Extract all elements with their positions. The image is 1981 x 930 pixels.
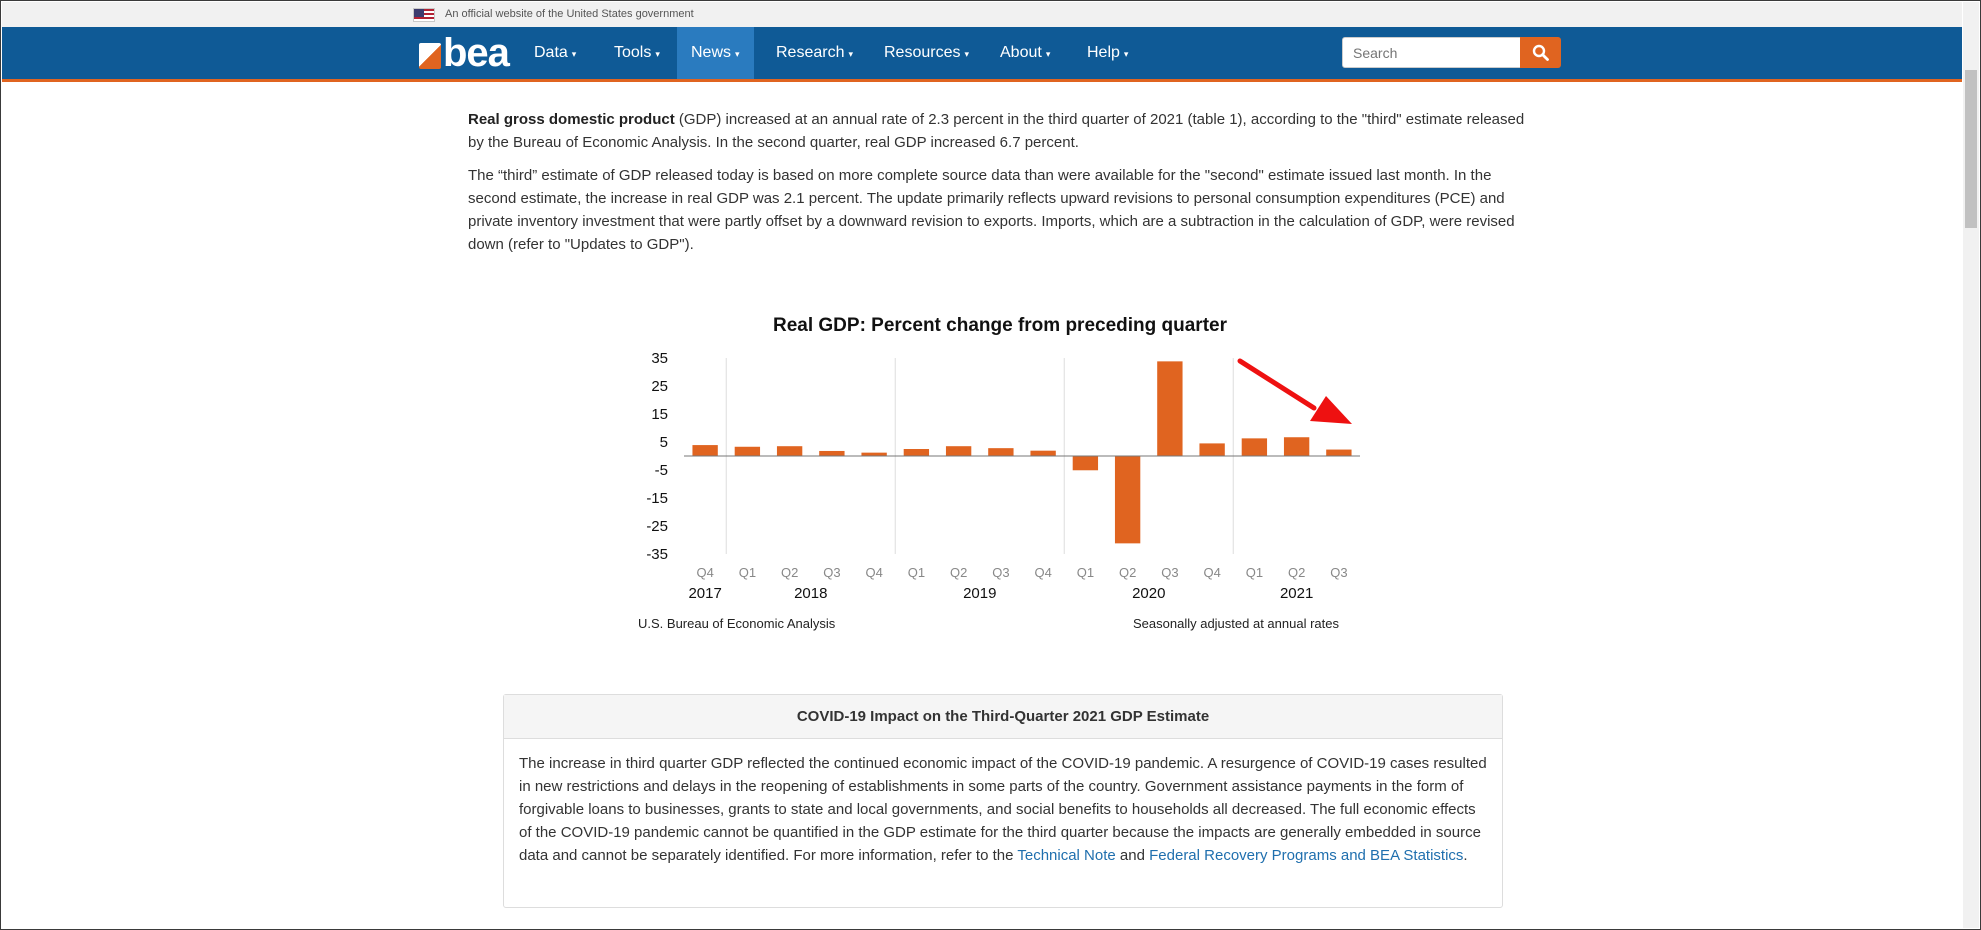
y-tick-label: -35	[646, 546, 668, 563]
technical-note-link[interactable]: Technical Note	[1017, 847, 1116, 864]
gdp-bar	[1326, 449, 1352, 456]
x-tick-label: Q2	[1288, 565, 1305, 580]
gdp-bar	[1283, 437, 1310, 456]
x-tick-label: Q1	[739, 565, 756, 580]
x-tick-label: Q4	[1034, 565, 1051, 580]
chevron-down-icon: ▾	[964, 49, 970, 59]
bea-logo-text: bea	[443, 31, 510, 75]
nav-item-tools[interactable]: Tools ▾	[600, 27, 674, 79]
year-label: 2017	[688, 585, 721, 602]
covid-panel-title: COVID-19 Impact on the Third-Quarter 202…	[504, 695, 1502, 739]
gdp-bar	[988, 448, 1014, 456]
gdp-bar	[734, 446, 761, 456]
chevron-down-icon: ▾	[655, 49, 660, 59]
gdp-bar	[861, 452, 887, 456]
scrollbar-thumb[interactable]	[1965, 70, 1977, 228]
gdp-bar	[1157, 361, 1183, 456]
gdp-bar	[692, 445, 718, 456]
x-tick-label: Q3	[992, 565, 1009, 580]
gdp-bar	[1030, 450, 1056, 456]
search-icon	[1532, 44, 1549, 61]
covid-body-end: .	[1463, 847, 1468, 864]
covid-impact-panel: COVID-19 Impact on the Third-Quarter 202…	[503, 694, 1503, 908]
y-tick-label: 25	[651, 378, 668, 395]
x-tick-label: Q3	[823, 565, 840, 580]
year-label: 2018	[794, 585, 827, 602]
y-tick-label: -25	[646, 518, 668, 535]
x-tick-label: Q1	[908, 565, 925, 580]
x-tick-label: Q4	[1203, 565, 1220, 580]
chevron-down-icon: ▾	[571, 49, 577, 59]
nav-item-label: About	[1000, 44, 1042, 61]
nav-item-news[interactable]: News ▾	[677, 27, 754, 79]
gdp-bar	[1114, 456, 1141, 544]
paragraph-1-text: (GDP) increased at an annual rate of 2.3…	[468, 111, 1525, 151]
nav-item-label: Tools	[614, 44, 652, 61]
x-tick-label: Q4	[865, 565, 882, 580]
x-tick-label: Q1	[1246, 565, 1263, 580]
chart-title: Real GDP: Percent change from preceding …	[772, 315, 1227, 336]
gdp-bar	[903, 449, 930, 456]
gdp-bar	[1241, 438, 1268, 456]
nav-item-resources[interactable]: Resources ▾	[870, 27, 983, 79]
gdp-bar	[819, 450, 845, 456]
nav-item-label: Help	[1087, 44, 1120, 61]
y-tick-label: 5	[660, 434, 668, 451]
article-paragraph-2: The “third” estimate of GDP released tod…	[468, 167, 1515, 253]
search-input[interactable]	[1342, 37, 1522, 68]
bea-logo[interactable]: bea	[417, 31, 519, 75]
search-button[interactable]	[1520, 37, 1561, 68]
annotation-arrow-head-icon	[1310, 396, 1352, 424]
gdp-bar	[945, 446, 972, 456]
nav-item-label: Resources	[884, 44, 961, 61]
y-tick-label: -5	[655, 462, 668, 479]
chart-source: U.S. Bureau of Economic Analysis	[638, 616, 836, 631]
article-paragraph-1: Real gross domestic product (GDP) increa…	[468, 108, 1534, 154]
year-label: 2020	[1132, 585, 1165, 602]
year-label: 2021	[1280, 585, 1313, 602]
x-tick-label: Q1	[1077, 565, 1094, 580]
bea-logo-mark-icon	[419, 43, 441, 69]
nav-item-label: News	[691, 44, 732, 61]
chevron-down-icon: ▾	[848, 49, 854, 59]
nav-item-label: Data	[534, 44, 568, 61]
gdp-bar	[1199, 443, 1225, 456]
year-label: 2019	[963, 585, 996, 602]
y-tick-label: 35	[651, 350, 668, 367]
covid-body-text: The increase in third quarter GDP reflec…	[519, 755, 1487, 864]
gdp-bar-chart: 35 25 15 5 -5 -15 -25 -35 Q4 Q1 Q2 Q3 Q4 Q1 Q2 Q3 Q4 Q1 Q2…	[646, 350, 1360, 602]
y-tick-label: -15	[646, 490, 668, 507]
x-tick-label: Q2	[781, 565, 798, 580]
main-navbar: bea Data ▾ Tools ▾ News ▾ Research ▾ Resourc…	[2, 27, 1962, 82]
gdp-bar	[776, 446, 803, 456]
annotation-arrow-shaft	[1237, 358, 1317, 411]
nav-item-research[interactable]: Research ▾	[762, 27, 867, 79]
nav-item-data[interactable]: Data ▾	[520, 27, 590, 79]
chart-note: Seasonally adjusted at annual rates	[1133, 616, 1339, 631]
chevron-down-icon: ▾	[735, 49, 740, 59]
gov-banner-text: An official website of the United States…	[445, 8, 694, 20]
nav-item-label: Research	[776, 44, 845, 61]
x-tick-label: Q2	[1119, 565, 1136, 580]
x-tick-label: Q3	[1161, 565, 1178, 580]
nav-item-help[interactable]: Help ▾	[1073, 27, 1142, 79]
us-flag-icon	[413, 8, 435, 22]
nav-item-about[interactable]: About ▾	[986, 27, 1064, 79]
chevron-down-icon: ▾	[1045, 49, 1051, 59]
federal-recovery-programs-link[interactable]: Federal Recovery Programs and BEA Statis…	[1149, 847, 1464, 864]
chevron-down-icon: ▾	[1123, 49, 1129, 59]
gov-banner: An official website of the United States…	[2, 2, 1962, 27]
gdp-term: Real gross domestic product	[468, 111, 675, 128]
gdp-bar	[1072, 456, 1099, 471]
y-tick-label: 15	[651, 406, 668, 423]
x-tick-label: Q4	[696, 565, 713, 580]
x-tick-label: Q3	[1330, 565, 1347, 580]
covid-body-and: and	[1115, 847, 1150, 864]
covid-panel-body: The increase in third quarter GDP reflec…	[504, 739, 1502, 880]
page-scrollbar[interactable]	[1963, 2, 1979, 928]
x-tick-label: Q2	[950, 565, 967, 580]
